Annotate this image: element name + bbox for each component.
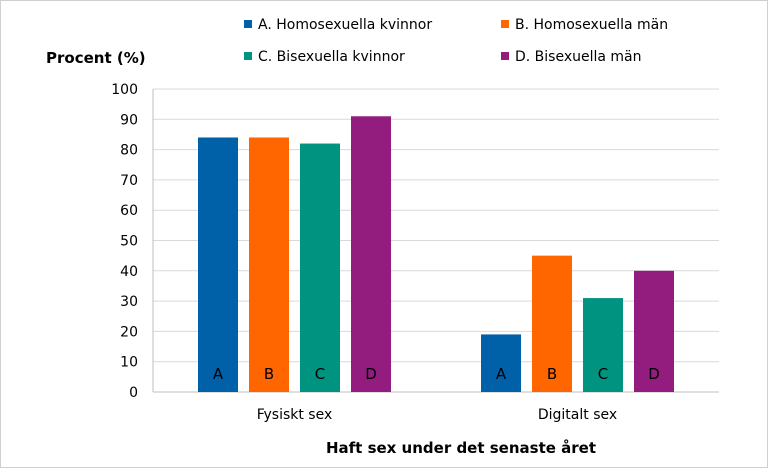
bar <box>249 137 289 392</box>
legend-swatch <box>244 20 252 28</box>
y-tick-label: 40 <box>120 264 138 280</box>
bar-letter-label: A <box>213 365 224 383</box>
bar <box>300 143 340 392</box>
y-tick-label: 0 <box>129 385 138 401</box>
y-axis-title: Procent (%) <box>46 49 146 67</box>
bar-letter-label: A <box>496 365 507 383</box>
bar-letter-label: B <box>547 365 557 383</box>
bar-letter-label: D <box>648 365 660 383</box>
legend-label: C. Bisexuella kvinnor <box>258 49 405 65</box>
legend-label: D. Bisexuella män <box>515 49 642 65</box>
legend-label: A. Homosexuella kvinnor <box>258 17 432 33</box>
y-tick-label: 10 <box>120 355 138 371</box>
legend-label: B. Homosexuella män <box>515 17 668 33</box>
bar-letter-label: D <box>365 365 377 383</box>
y-tick-label: 50 <box>120 234 138 250</box>
x-axis-title: Haft sex under det senaste året <box>326 439 596 457</box>
y-tick-label: 20 <box>120 324 138 340</box>
bar <box>532 255 572 392</box>
y-tick-label: 90 <box>120 112 138 128</box>
bar-letter-label: C <box>315 365 325 383</box>
bar <box>583 298 623 392</box>
bar-letter-label: C <box>598 365 608 383</box>
bar <box>198 137 238 392</box>
y-tick-label: 70 <box>120 173 138 189</box>
legend-swatch <box>501 52 509 60</box>
legend-swatch <box>244 52 252 60</box>
bar-letter-label: B <box>264 365 274 383</box>
legend-swatch <box>501 20 509 28</box>
bar <box>634 270 674 392</box>
bar <box>481 334 521 392</box>
x-category-label: Digitalt sex <box>538 407 617 423</box>
y-tick-label: 80 <box>120 143 138 159</box>
x-category-label: Fysiskt sex <box>257 407 333 423</box>
y-tick-label: 30 <box>120 294 138 310</box>
y-tick-label: 100 <box>111 82 138 98</box>
bar <box>351 116 391 393</box>
y-tick-label: 60 <box>120 203 138 219</box>
